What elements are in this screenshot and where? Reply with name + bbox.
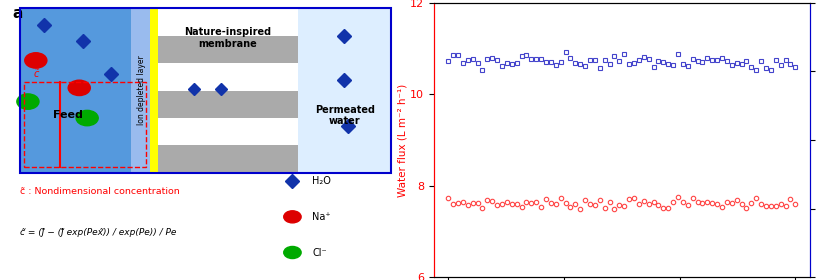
Y-axis label: Water flux (L m⁻² h⁻¹): Water flux (L m⁻² h⁻¹) — [398, 83, 407, 197]
Text: H₂O: H₂O — [312, 176, 331, 186]
Text: Feed: Feed — [53, 110, 83, 120]
Bar — [24, 82, 146, 167]
Circle shape — [284, 211, 301, 223]
Bar — [20, 8, 391, 173]
Bar — [157, 91, 299, 118]
Bar — [132, 8, 157, 173]
Bar — [157, 36, 299, 63]
Text: Cl⁻: Cl⁻ — [312, 248, 327, 258]
Bar — [150, 8, 158, 173]
Text: a: a — [12, 6, 23, 20]
Bar — [20, 8, 157, 173]
Text: Nature-inspired
membrane: Nature-inspired membrane — [184, 27, 272, 49]
Text: b: b — [358, 0, 370, 1]
Circle shape — [76, 110, 98, 126]
Text: Na⁺: Na⁺ — [312, 212, 330, 222]
Text: c̃: c̃ — [34, 69, 39, 79]
Bar — [299, 8, 391, 173]
Text: Permeated
water: Permeated water — [315, 104, 375, 126]
Bar — [157, 146, 299, 173]
Text: Ion depleted layer: Ion depleted layer — [137, 56, 146, 125]
Circle shape — [284, 246, 301, 258]
Text: c̃ = (J̃ − (J̃ exp(Pex̃)) / exp(Pe)) / Pe: c̃ = (J̃ − (J̃ exp(Pex̃)) / exp(Pe)) / P… — [20, 228, 177, 237]
Circle shape — [25, 53, 47, 68]
Circle shape — [17, 94, 39, 109]
Bar — [157, 8, 299, 173]
Text: c̃ : Nondimensional concentration: c̃ : Nondimensional concentration — [20, 187, 180, 196]
Circle shape — [68, 80, 90, 95]
